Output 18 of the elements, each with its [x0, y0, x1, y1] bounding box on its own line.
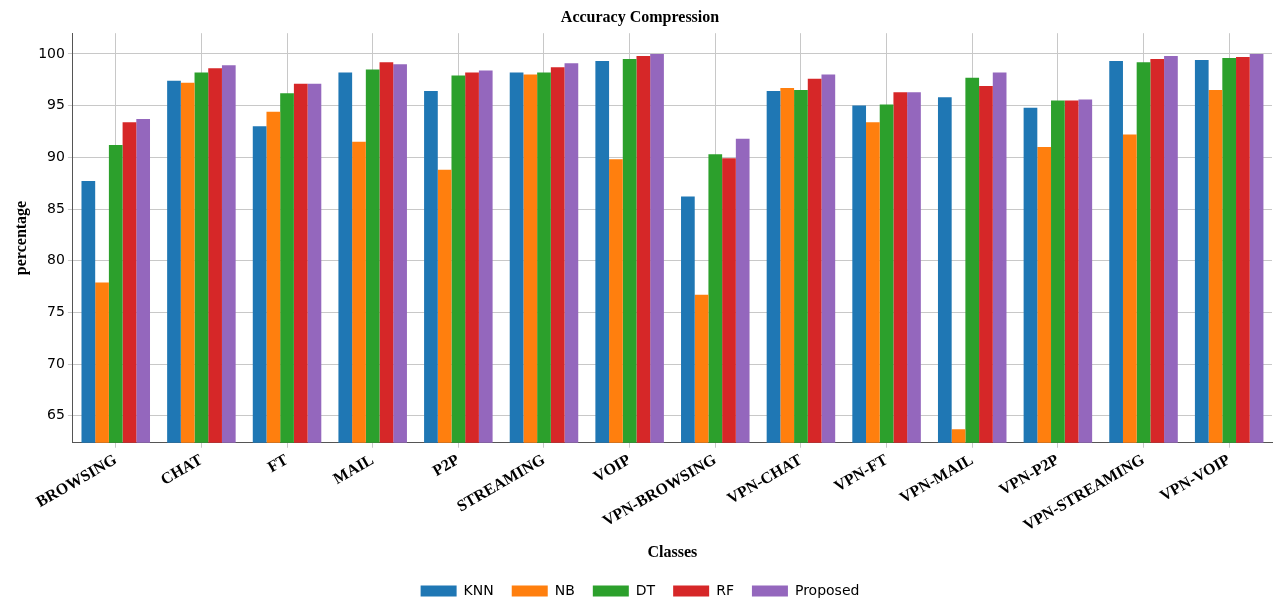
y-tick-label: 65	[47, 406, 65, 423]
x-axis-title: Classes	[647, 542, 698, 560]
y-tick-label: 95	[47, 96, 65, 113]
y-tick-label: 90	[47, 147, 65, 164]
y-tick-label: 100	[38, 44, 65, 61]
y-axis-title: percentage	[11, 200, 30, 276]
y-tick-label: 85	[47, 199, 65, 216]
legend-label: NB	[554, 581, 575, 598]
x-tick-label: P2P	[429, 450, 463, 479]
legend-label: RF	[716, 581, 734, 598]
legend-label: Proposed	[794, 581, 860, 598]
y-tick-label: 75	[47, 303, 65, 320]
y-tick-label: 70	[47, 354, 65, 371]
x-tick-label: FT	[264, 450, 291, 476]
legend-label: KNN	[463, 581, 494, 598]
y-tick-label: 80	[47, 251, 65, 268]
legend-label: DT	[635, 581, 656, 598]
chart-title: Accuracy Compression	[560, 7, 720, 26]
